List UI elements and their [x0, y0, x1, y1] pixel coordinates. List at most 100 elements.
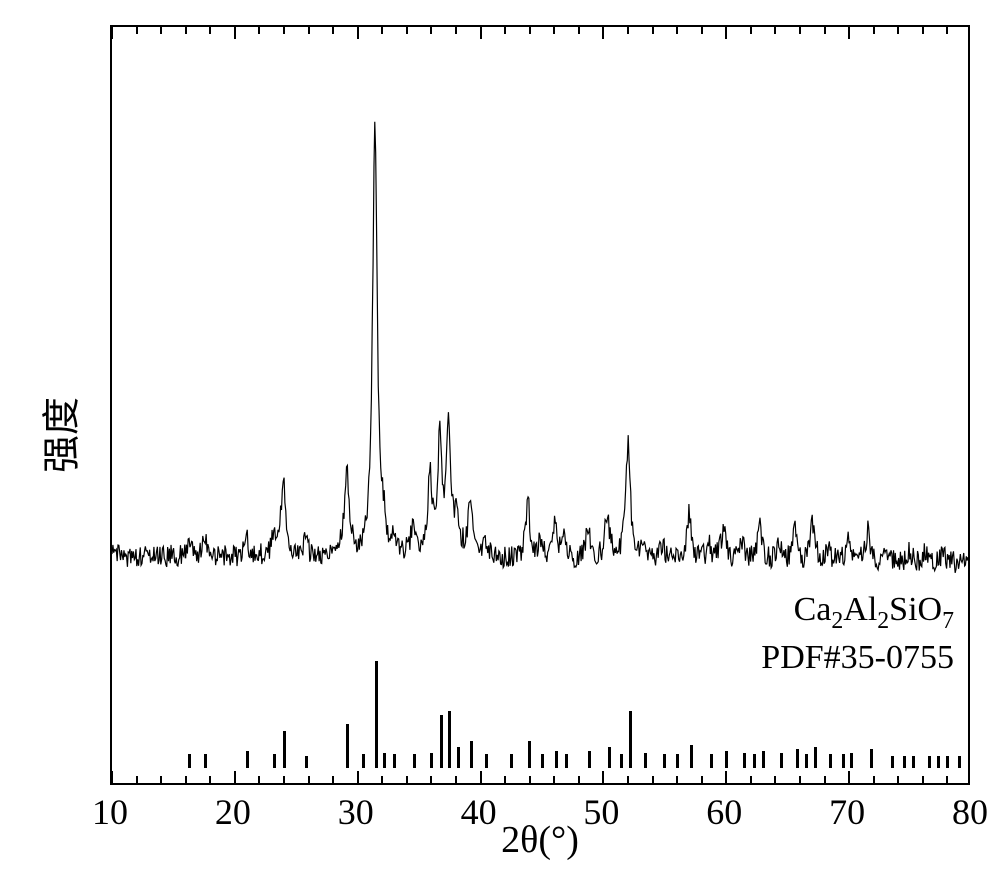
x-tick-minor-top: [922, 27, 924, 34]
x-tick-minor-top: [455, 27, 457, 34]
x-tick-minor-top: [529, 27, 531, 34]
reference-peak: [842, 754, 845, 768]
reference-peak: [928, 756, 931, 768]
reference-peak: [413, 754, 416, 768]
x-tick-major-top: [480, 27, 482, 39]
reference-peak: [204, 754, 207, 768]
x-tick-minor-top: [136, 27, 138, 34]
reference-peak: [814, 747, 817, 768]
reference-peak: [912, 756, 915, 768]
x-tick-minor: [627, 776, 629, 783]
x-tick-minor-top: [308, 27, 310, 34]
reference-peak: [796, 749, 799, 768]
x-tick-minor: [160, 776, 162, 783]
reference-peak: [958, 756, 961, 768]
x-tick-minor-top: [283, 27, 285, 34]
x-tick-minor: [209, 776, 211, 783]
reference-peak: [273, 754, 276, 768]
x-tick-minor: [578, 776, 580, 783]
reference-peak: [440, 715, 443, 768]
x-tick-minor-top: [627, 27, 629, 34]
x-tick-minor-top: [406, 27, 408, 34]
x-tick-minor: [308, 776, 310, 783]
reference-peak: [829, 754, 832, 768]
reference-peak: [588, 751, 591, 768]
x-tick-minor: [922, 776, 924, 783]
x-tick-minor: [676, 776, 678, 783]
x-tick-minor: [430, 776, 432, 783]
reference-peak: [690, 745, 693, 768]
x-tick-minor-top: [750, 27, 752, 34]
reference-peak: [676, 754, 679, 768]
reference-peak: [375, 661, 378, 767]
x-tick-minor: [774, 776, 776, 783]
x-tick-major-top: [111, 27, 113, 39]
reference-peak: [891, 756, 894, 768]
reference-peak: [946, 756, 949, 768]
x-tick-minor: [529, 776, 531, 783]
reference-peak: [753, 754, 756, 768]
reference-peak: [305, 756, 308, 768]
reference-peak: [565, 754, 568, 768]
x-tick-minor-top: [873, 27, 875, 34]
x-tick-major: [357, 771, 359, 783]
reference-peak: [780, 753, 783, 768]
reference-peak: [246, 751, 249, 768]
x-tick-minor: [750, 776, 752, 783]
reference-peak: [346, 724, 349, 768]
reference-peak: [457, 747, 460, 768]
x-tick-minor: [799, 776, 801, 783]
reference-peak: [743, 753, 746, 768]
x-tick-minor-top: [946, 27, 948, 34]
reference-peak: [870, 749, 873, 768]
x-axis-label: 2θ(°): [110, 818, 970, 862]
x-tick-minor: [873, 776, 875, 783]
x-tick-minor-top: [381, 27, 383, 34]
x-tick-major: [725, 771, 727, 783]
reference-peak: [362, 754, 365, 768]
x-tick-minor-top: [799, 27, 801, 34]
reference-peak: [430, 753, 433, 768]
x-tick-minor: [553, 776, 555, 783]
x-tick-major-top: [848, 27, 850, 39]
x-tick-minor: [381, 776, 383, 783]
x-tick-minor: [332, 776, 334, 783]
reference-peak: [937, 756, 940, 768]
x-tick-major-top: [234, 27, 236, 39]
x-tick-major: [480, 771, 482, 783]
x-tick-minor-top: [578, 27, 580, 34]
x-tick-minor: [283, 776, 285, 783]
reference-peak: [393, 754, 396, 768]
x-tick-minor-top: [824, 27, 826, 34]
x-tick-minor-top: [504, 27, 506, 34]
reference-peak: [485, 754, 488, 768]
x-tick-minor: [455, 776, 457, 783]
reference-peak: [541, 754, 544, 768]
reference-peak: [448, 711, 451, 768]
reference-peak: [188, 754, 191, 768]
x-tick-minor-top: [676, 27, 678, 34]
x-tick-minor-top: [553, 27, 555, 34]
y-axis-label: 强度: [31, 397, 86, 473]
reference-peak: [383, 753, 386, 768]
x-tick-minor-top: [701, 27, 703, 34]
x-tick-minor-top: [258, 27, 260, 34]
reference-peak: [762, 751, 765, 768]
reference-peak: [850, 753, 853, 768]
x-tick-major: [234, 771, 236, 783]
x-tick-minor: [504, 776, 506, 783]
x-tick-minor: [701, 776, 703, 783]
x-tick-major: [602, 771, 604, 783]
x-tick-minor: [897, 776, 899, 783]
phase-formula: Ca2Al2SiO7: [794, 591, 954, 628]
x-tick-minor: [136, 776, 138, 783]
reference-peak: [528, 741, 531, 768]
reference-peak: [470, 741, 473, 768]
x-tick-minor-top: [160, 27, 162, 34]
x-tick-major: [111, 771, 113, 783]
x-tick-major-top: [357, 27, 359, 39]
reference-peak: [620, 754, 623, 768]
reference-peak: [805, 754, 808, 768]
xrd-chart: 强度 Ca2Al2SiO7 PDF#35-0755 10203040506070…: [0, 0, 1000, 870]
reference-peak: [510, 754, 513, 768]
